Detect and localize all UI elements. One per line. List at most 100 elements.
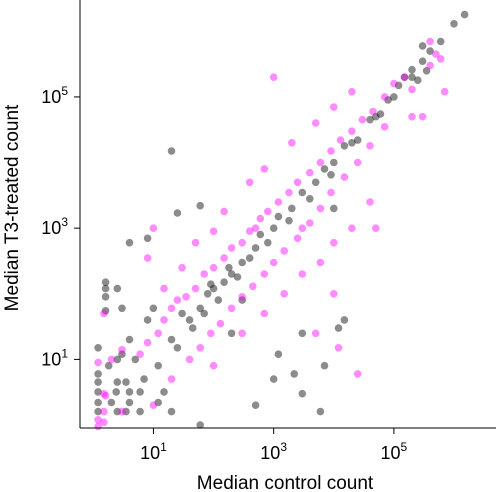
data-point [274, 212, 283, 221]
data-point [353, 136, 362, 144]
data-point [376, 110, 385, 118]
data-point [113, 378, 122, 386]
x-tick-label: 103 [260, 440, 287, 463]
data-point [227, 270, 236, 278]
data-point [334, 344, 343, 352]
data-point [426, 37, 434, 46]
data-point [372, 112, 380, 121]
data-point [94, 378, 102, 386]
data-point [101, 293, 110, 301]
data-point [440, 87, 449, 96]
data-point [418, 112, 427, 121]
data-point [316, 158, 325, 167]
data-point [173, 209, 182, 217]
data-point [149, 224, 158, 232]
data-point [390, 93, 398, 101]
data-point [238, 258, 246, 267]
data-point [298, 329, 307, 338]
y-axis-title: Median T3-treated count [2, 104, 23, 311]
data-point [94, 422, 102, 431]
data-point [280, 290, 289, 298]
data-point [149, 304, 158, 313]
y-tick-label: 105 [41, 84, 68, 107]
data-point [450, 20, 458, 28]
data-point [118, 304, 126, 313]
data-point [353, 370, 362, 378]
data-point [340, 142, 349, 150]
data-point [143, 254, 152, 262]
data-point [238, 238, 246, 247]
data-point [269, 258, 278, 267]
data-point [288, 204, 296, 213]
data-point [340, 173, 349, 181]
data-point [94, 344, 102, 352]
data-point [196, 201, 204, 210]
data-point [167, 335, 176, 344]
data-point [209, 227, 218, 235]
data-point [238, 296, 246, 304]
data-point [390, 79, 398, 88]
data-point [125, 398, 134, 407]
data-point [143, 316, 152, 324]
data-point [94, 398, 102, 407]
data-point [94, 358, 102, 367]
data-point [330, 290, 338, 298]
data-point [101, 278, 110, 287]
data-point [306, 219, 314, 227]
data-point [418, 42, 427, 50]
data-point [149, 401, 158, 410]
data-point [245, 254, 254, 262]
data-point [125, 388, 134, 396]
data-point [160, 388, 168, 396]
data-point [143, 234, 152, 243]
data-point [154, 361, 162, 370]
y-tick-label: 101 [41, 346, 68, 369]
data-point [380, 123, 389, 131]
data-point [311, 178, 320, 187]
data-point [118, 407, 126, 416]
data-point [369, 107, 377, 116]
data-point [188, 324, 197, 332]
data-point [460, 10, 469, 19]
series-1 [94, 37, 449, 431]
data-point [101, 284, 110, 293]
y-ticks: 101 103 105 [41, 84, 80, 369]
data-point [154, 398, 162, 407]
data-point [384, 96, 392, 104]
data-point [327, 188, 335, 197]
data-point [400, 73, 409, 81]
data-point [334, 324, 343, 332]
data-point [348, 127, 356, 135]
points-layer [94, 10, 469, 431]
data-point [173, 296, 182, 304]
data-point [104, 361, 113, 370]
data-point [260, 309, 269, 318]
data-point [269, 73, 278, 81]
data-point [400, 73, 409, 81]
data-point [100, 389, 108, 398]
x-tick-label: 105 [381, 440, 408, 463]
data-point [380, 93, 389, 101]
data-point [320, 361, 329, 370]
data-point [340, 316, 349, 324]
data-point [269, 375, 278, 383]
data-point [418, 57, 427, 65]
data-point [264, 238, 272, 247]
data-point [191, 238, 200, 247]
series-0 [94, 10, 469, 429]
data-point [330, 158, 338, 167]
data-point [209, 263, 218, 272]
data-point [311, 329, 320, 338]
x-tick-label: 101 [140, 440, 167, 463]
data-point [122, 407, 130, 416]
data-point [436, 37, 445, 46]
data-point [227, 329, 236, 338]
data-point [101, 391, 110, 400]
data-point [348, 87, 356, 96]
data-point [136, 388, 144, 396]
data-point [185, 355, 194, 364]
data-point [330, 103, 338, 111]
data-point [394, 81, 403, 90]
data-point [214, 296, 223, 304]
